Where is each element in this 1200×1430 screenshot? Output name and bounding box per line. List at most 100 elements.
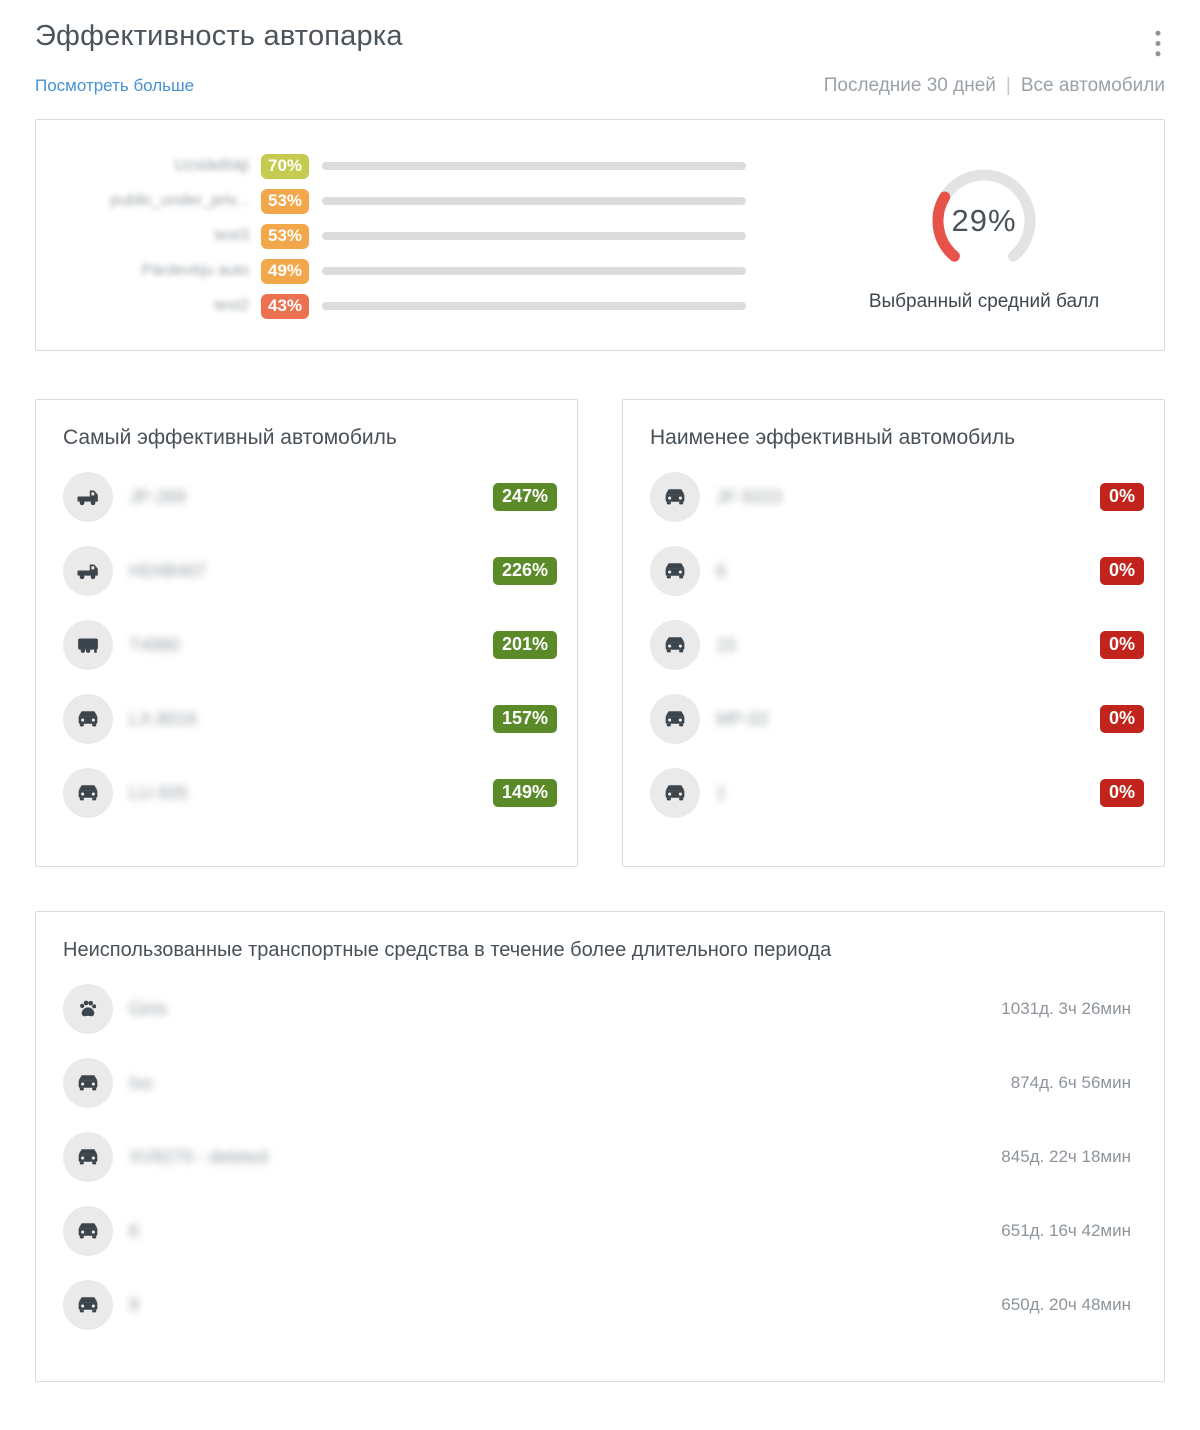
unused-vehicles-panel: Неиспользованные транспортные средства в… xyxy=(35,911,1165,1382)
vehicle-avatar xyxy=(650,472,700,522)
car-icon xyxy=(74,1069,102,1097)
car-icon xyxy=(74,779,102,807)
car-icon xyxy=(661,631,689,659)
vehicle-name: Girts xyxy=(129,998,167,1019)
vehicle-list-item[interactable]: LU-505 149% xyxy=(63,768,557,818)
gauge-value: 29% xyxy=(951,203,1017,238)
least-efficient-panel: Наименее эффективный автомобиль JF-9333 0… xyxy=(622,399,1165,867)
top-bottom-vehicles-row: Самый эффективный автомобиль JP-269 247% H… xyxy=(35,399,1165,867)
truck-icon xyxy=(74,557,102,585)
bar-track xyxy=(322,267,746,275)
kebab-vertical-icon xyxy=(1155,30,1161,57)
vehicle-list-item[interactable]: MP-02 0% xyxy=(650,694,1144,744)
vehicle-name: Iso xyxy=(129,1072,154,1093)
vehicle-list-item[interactable]: 9 650д. 20ч 48мин xyxy=(63,1280,1134,1330)
vehicle-list-item[interactable]: Iso 874д. 6ч 56мин xyxy=(63,1058,1134,1108)
efficiency-badge: 247% xyxy=(492,483,557,511)
period-filter[interactable]: Последние 30 дней xyxy=(823,75,996,96)
vehicle-list-item[interactable]: JF-9333 0% xyxy=(650,472,1144,522)
car-icon xyxy=(74,705,102,733)
bar-track xyxy=(322,302,746,310)
efficiency-badge: 0% xyxy=(1099,631,1144,659)
efficiency-badge: 157% xyxy=(492,705,557,733)
car-icon xyxy=(661,705,689,733)
filters: Последние 30 дней | Все автомобили xyxy=(824,75,1165,97)
chart-row: public_under_priv... 53% xyxy=(66,188,746,214)
see-more-link[interactable]: Посмотреть больше xyxy=(35,76,195,95)
chart-row: test3 53% xyxy=(66,223,746,249)
bar-track xyxy=(322,197,746,205)
vehicle-list-item[interactable]: HD4B407 226% xyxy=(63,546,557,596)
chart-row: test2 43% xyxy=(66,293,746,319)
efficiency-chart-panel: Uzstādītāji 70% public_under_priv... 53% tes… xyxy=(35,119,1165,351)
efficiency-badge: 0% xyxy=(1099,557,1144,585)
unused-duration: 650д. 20ч 48мин xyxy=(1001,1295,1131,1314)
percent-badge: 53% xyxy=(261,188,309,214)
vehicle-label: test2 xyxy=(214,297,249,314)
efficiency-badge: 149% xyxy=(492,779,557,807)
chart-row: Uzstādītāji 70% xyxy=(66,153,746,179)
bar-track xyxy=(322,232,746,240)
widget-subheader: Посмотреть больше Последние 30 дней | Все … xyxy=(35,75,1165,97)
gauge: 29% xyxy=(924,161,1044,281)
vehicle-list-item[interactable]: Girts 1031д. 3ч 26мин xyxy=(63,984,1134,1034)
vehicle-avatar xyxy=(63,1058,113,1108)
most-efficient-list: JP-269 247% HD4B407 226% T4980 201% LX-8016 157… xyxy=(63,472,557,818)
vehicle-name: XV8270 - deleted xyxy=(129,1146,269,1167)
chart-row: Pārdevēju auto 49% xyxy=(66,258,746,284)
vehicle-name: LU-505 xyxy=(129,782,189,803)
car-icon xyxy=(74,1291,102,1319)
gauge-label: Выбранный средний балл xyxy=(868,291,1100,312)
vehicle-list-item[interactable]: XV8270 - deleted 845д. 22ч 18мин xyxy=(63,1132,1134,1182)
efficiency-badge: 0% xyxy=(1099,705,1144,733)
vehicle-filter[interactable]: Все автомобили xyxy=(1020,75,1165,96)
percent-badge: 53% xyxy=(261,223,309,249)
average-score-gauge: 29% Выбранный средний балл xyxy=(834,161,1134,350)
panel-title: Самый эффективный автомобиль xyxy=(63,426,397,449)
vehicle-avatar xyxy=(63,984,113,1034)
vehicle-list-item[interactable]: 6 0% xyxy=(650,546,1144,596)
vehicle-name: JP-269 xyxy=(129,486,187,507)
vehicle-avatar xyxy=(650,546,700,596)
vehicle-name: 6 xyxy=(716,560,727,581)
vehicle-name: 6 xyxy=(129,1220,140,1241)
car-icon xyxy=(74,1217,102,1245)
vehicle-name: 15 xyxy=(716,634,737,655)
vehicle-list-item[interactable]: 1 0% xyxy=(650,768,1144,818)
kebab-menu-button[interactable] xyxy=(1151,24,1165,66)
vehicle-avatar xyxy=(63,768,113,818)
car-icon xyxy=(661,779,689,807)
vehicle-name: MP-02 xyxy=(716,708,770,729)
widget-header: Эффективность автопарка xyxy=(35,20,1165,66)
paw-icon xyxy=(74,995,102,1023)
vehicle-avatar xyxy=(63,694,113,744)
panel-title: Наименее эффективный автомобиль xyxy=(650,426,1016,449)
vehicle-name: 9 xyxy=(129,1294,140,1315)
least-efficient-list: JF-9333 0% 6 0% 15 0% MP-02 0% 1 0% xyxy=(650,472,1144,818)
vehicle-list-item[interactable]: LX-8016 157% xyxy=(63,694,557,744)
efficiency-bar-chart: Uzstādītāji 70% public_under_priv... 53% tes… xyxy=(66,153,746,350)
vehicle-label: Pārdevēju auto xyxy=(141,262,249,279)
vehicle-name: HD4B407 xyxy=(129,560,208,581)
percent-badge: 43% xyxy=(261,293,309,319)
vehicle-name: T4980 xyxy=(129,634,181,655)
vehicle-list-item[interactable]: T4980 201% xyxy=(63,620,557,670)
vehicle-list-item[interactable]: JP-269 247% xyxy=(63,472,557,522)
panel-title: Неиспользованные транспортные средства в… xyxy=(63,939,832,961)
unused-duration: 874д. 6ч 56мин xyxy=(1010,1073,1131,1092)
vehicle-avatar xyxy=(650,768,700,818)
percent-badge: 70% xyxy=(261,153,309,179)
vehicle-label: public_under_priv... xyxy=(110,192,249,209)
vehicle-name: LX-8016 xyxy=(129,708,198,729)
unused-duration: 845д. 22ч 18мин xyxy=(1001,1147,1131,1166)
vehicle-list-item[interactable]: 6 651д. 16ч 42мин xyxy=(63,1206,1134,1256)
vehicle-list-item[interactable]: 15 0% xyxy=(650,620,1144,670)
vehicle-avatar xyxy=(650,694,700,744)
vehicle-avatar xyxy=(63,1132,113,1182)
vehicle-label: test3 xyxy=(214,227,249,244)
page-title: Эффективность автопарка xyxy=(35,20,403,52)
vehicle-avatar xyxy=(650,620,700,670)
bar-track xyxy=(322,162,746,170)
vehicle-avatar xyxy=(63,546,113,596)
